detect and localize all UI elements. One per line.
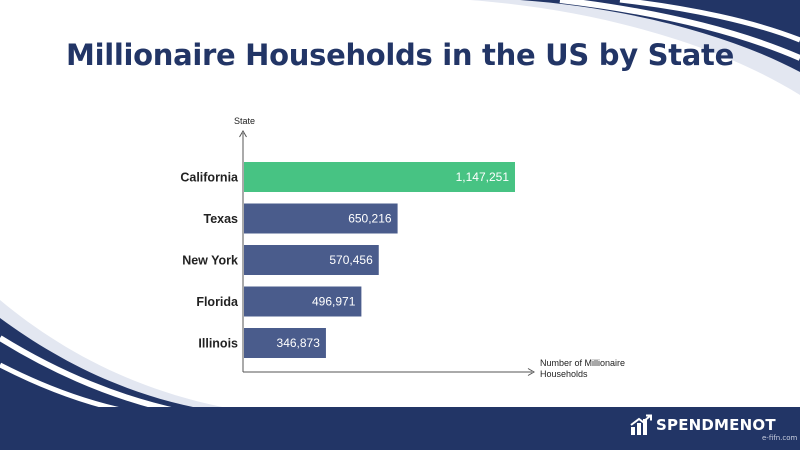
footer-band — [0, 407, 800, 450]
bar-illinois — [244, 328, 326, 358]
axes-layer: State Number of Millionaire Households — [234, 116, 628, 379]
page-title: Millionaire Households in the US by Stat… — [66, 38, 734, 72]
bar-value-label: 570,456 — [329, 253, 373, 267]
bar-chart-logo-icon — [630, 414, 652, 435]
bar-value-label: 650,216 — [348, 212, 392, 226]
bottom-left-swoosh-stripe — [0, 335, 181, 415]
category-label: Illinois — [198, 337, 238, 351]
bar-value-label: 1,147,251 — [456, 170, 510, 184]
x-axis-label: Number of Millionaire Households — [540, 358, 628, 379]
bar-new-york — [244, 245, 379, 275]
bars-layer: 1,147,251 California 650,216 Texas 570,456 Ne… — [180, 162, 515, 358]
top-right-swoosh-stripe — [559, 0, 800, 61]
y-axis-arrow — [239, 130, 247, 138]
bar-california — [244, 162, 515, 192]
brand-name: SPENDMENOT — [656, 416, 776, 434]
bar-value-label: 496,971 — [312, 295, 356, 309]
category-label: California — [180, 171, 239, 185]
bar-florida — [244, 286, 362, 317]
y-axis-label: State — [234, 116, 255, 126]
brand-logo: SPENDMENOT — [630, 414, 776, 436]
category-label: New York — [182, 254, 238, 268]
x-axis-arrow — [527, 368, 535, 376]
watermark-text: e-fifn.com — [762, 434, 798, 442]
bar-texas — [244, 203, 398, 234]
category-label: Florida — [196, 295, 239, 309]
category-label: Texas — [203, 212, 238, 226]
bar-value-label: 346,873 — [277, 336, 321, 350]
top-right-swoosh-stripe — [619, 0, 800, 43]
